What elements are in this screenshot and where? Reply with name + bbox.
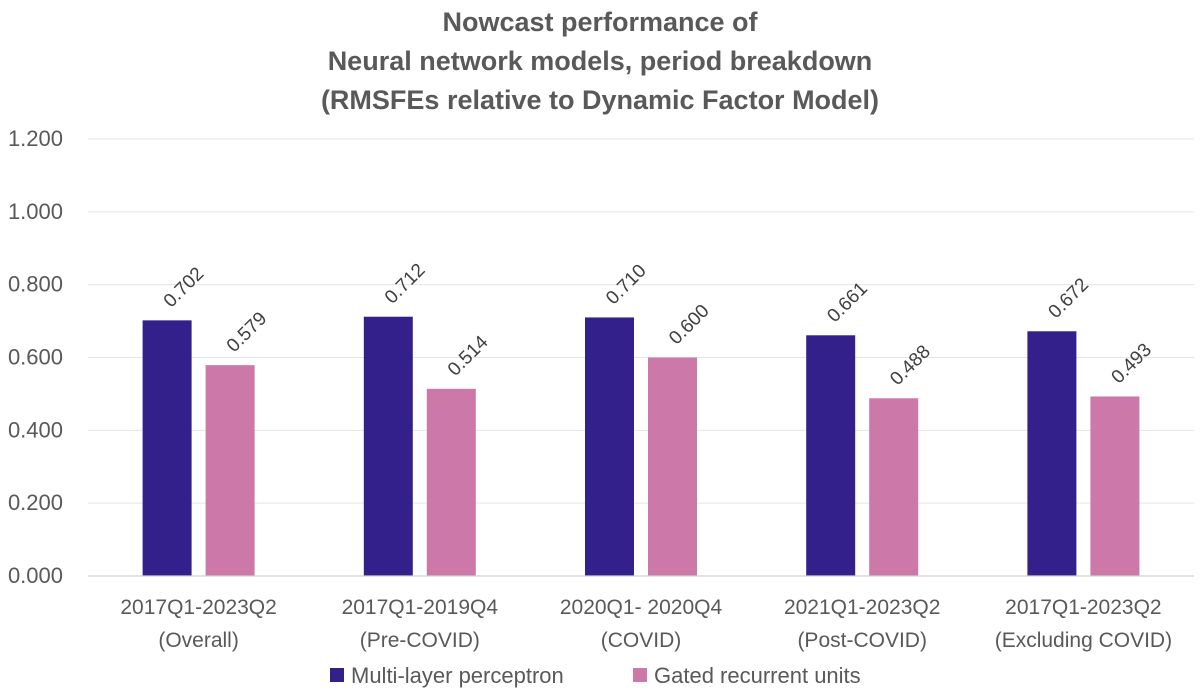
bar-gru bbox=[205, 365, 255, 576]
x-category-label: 2017Q1-2023Q2 bbox=[1005, 596, 1161, 619]
data-label: 0.488 bbox=[886, 341, 934, 389]
y-axis-tick-labels: 0.000 0.200 0.400 0.600 0.800 1.000 1.200 bbox=[8, 126, 63, 588]
legend-label: Gated recurrent units bbox=[654, 663, 861, 688]
x-category-label: 2020Q1- 2020Q4 bbox=[560, 596, 723, 619]
data-label: 0.579 bbox=[223, 308, 271, 356]
data-label: 0.661 bbox=[823, 278, 871, 326]
bar-mlp bbox=[142, 320, 192, 576]
y-tick-label: 0.400 bbox=[8, 417, 63, 442]
bar-gru bbox=[1090, 396, 1140, 576]
y-tick-label: 0.200 bbox=[8, 490, 63, 515]
data-label: 0.493 bbox=[1108, 340, 1156, 388]
x-category-label: (Overall) bbox=[158, 629, 239, 652]
legend-label: Multi-layer perceptron bbox=[351, 663, 564, 688]
y-tick-label: 1.000 bbox=[8, 199, 63, 224]
gridlines bbox=[88, 138, 1194, 504]
x-category-label: (COVID) bbox=[601, 629, 682, 652]
bar-mlp bbox=[585, 317, 634, 576]
chart-title-line-3: (RMSFEs relative to Dynamic Factor Model… bbox=[321, 85, 879, 115]
chart-title-line-2: Neural network models, period breakdown bbox=[328, 46, 873, 76]
x-category-label: 2017Q1-2019Q4 bbox=[342, 596, 499, 619]
y-tick-label: 0.800 bbox=[8, 272, 63, 297]
y-tick-label: 1.200 bbox=[8, 126, 63, 151]
bar-gru bbox=[426, 388, 476, 576]
x-category-label: (Post-COVID) bbox=[797, 629, 927, 652]
legend-swatch bbox=[330, 668, 344, 682]
bar-gru bbox=[648, 357, 697, 576]
chart-title: Nowcast performance of Neural network mo… bbox=[321, 7, 879, 115]
data-label: 0.712 bbox=[381, 260, 429, 308]
x-category-label: 2021Q1-2023Q2 bbox=[784, 596, 940, 619]
legend: Multi-layer perceptron Gated recurrent un… bbox=[330, 663, 861, 688]
x-category-label: (Pre-COVID) bbox=[360, 629, 480, 652]
data-label: 0.514 bbox=[444, 332, 493, 381]
data-label: 0.672 bbox=[1045, 274, 1093, 322]
chart-title-line-1: Nowcast performance of bbox=[442, 7, 758, 37]
bar-mlp bbox=[806, 335, 856, 576]
data-label: 0.702 bbox=[160, 263, 208, 311]
bar-gru bbox=[869, 398, 919, 576]
data-label: 0.600 bbox=[665, 301, 713, 349]
bars bbox=[142, 316, 1140, 576]
x-category-label: (Excluding COVID) bbox=[995, 629, 1172, 652]
y-tick-label: 0.600 bbox=[8, 345, 63, 370]
bar-mlp bbox=[1027, 331, 1077, 576]
legend-swatch bbox=[633, 668, 647, 682]
x-category-label: 2017Q1-2023Q2 bbox=[120, 596, 276, 619]
y-tick-label: 0.000 bbox=[8, 563, 63, 588]
bar-mlp bbox=[363, 316, 413, 576]
x-axis-category-labels: 2017Q1-2023Q2 (Overall) 2017Q1-2019Q4 (Pre-… bbox=[120, 596, 1172, 652]
